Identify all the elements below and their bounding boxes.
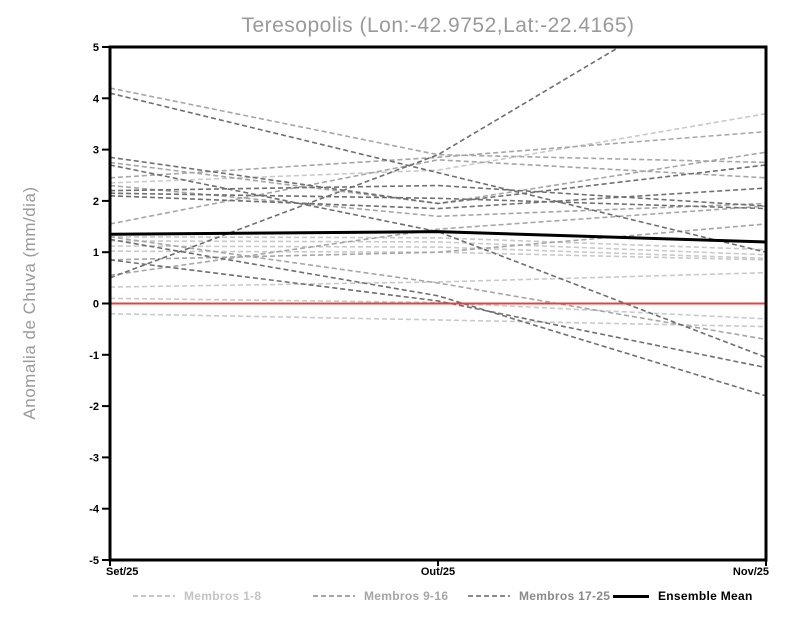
member-line-group2-2 <box>110 130 766 179</box>
legend-label: Membros 1-8 <box>184 589 262 603</box>
chart-title: Teresopolis (Lon:-42.9752,Lat:-22.4165) <box>241 14 635 37</box>
legend-label: Membros 9-16 <box>364 589 449 603</box>
x-tick-label: Set/25 <box>106 566 138 578</box>
member-line-group1-1 <box>110 112 766 184</box>
legend-entry-ensemble-mean: Ensemble Mean <box>613 589 753 603</box>
legend-entry-members-9-16: Membros 9-16 <box>313 589 448 603</box>
member-line-group3-8 <box>110 259 766 369</box>
member-line-group2-1 <box>110 87 766 164</box>
members-1-8-line-sample <box>133 595 175 597</box>
member-line-group3-3 <box>110 164 766 359</box>
member-line-group3-6 <box>110 238 766 397</box>
members-17-25-line-sample <box>468 595 510 597</box>
x-tick-label: Nov/25 <box>733 566 769 578</box>
members-9-16-line-sample <box>313 595 355 597</box>
member-line-group2-6 <box>110 236 766 341</box>
y-tick-label: -4 <box>89 504 100 516</box>
member-line-group1-2 <box>110 236 766 251</box>
y-tick-label: -3 <box>89 452 99 464</box>
legend-entry-members-17-25: Membros 17-25 <box>468 589 610 603</box>
member-line-group1-3 <box>110 240 766 256</box>
y-tick-label: 3 <box>93 145 99 157</box>
member-line-group3-5 <box>110 187 766 210</box>
member-line-group1-6 <box>110 271 766 288</box>
member-line-group1-4 <box>110 245 766 260</box>
member-line-group2-3 <box>110 159 766 225</box>
y-tick-label: 2 <box>93 196 99 208</box>
member-line-group1-7 <box>110 297 766 320</box>
member-line-group2-5 <box>110 223 766 261</box>
member-line-group1-8 <box>110 312 766 328</box>
member-line-group3-4 <box>110 184 766 207</box>
y-tick-label: 1 <box>93 247 99 259</box>
y-tick-label: -1 <box>89 350 99 362</box>
member-line-group2-8 <box>110 184 766 218</box>
x-tick-label: Out/25 <box>421 566 455 578</box>
member-line-group3-7 <box>110 47 621 279</box>
legend-label: Ensemble Mean <box>658 589 753 603</box>
y-tick-label: 0 <box>93 299 99 311</box>
ensemble-mean-line <box>110 230 766 244</box>
member-line-group3-2 <box>110 156 766 205</box>
y-tick-label: -2 <box>89 401 99 413</box>
member-line-group3-9 <box>110 192 766 210</box>
y-tick-label: 4 <box>93 93 100 105</box>
y-tick-label: -5 <box>89 555 99 567</box>
y-tick-label: 5 <box>93 42 99 54</box>
member-line-group2-7 <box>110 205 766 277</box>
legend-entry-members-1-8: Membros 1-8 <box>133 589 261 603</box>
legend-label: Membros 17-25 <box>519 589 611 603</box>
y-axis-label: Anomalia de Chuva (mm/dia) <box>20 186 39 420</box>
ensemble-mean-line-sample <box>613 594 649 598</box>
member-line-group3-1 <box>110 92 766 253</box>
series-group <box>110 47 766 397</box>
